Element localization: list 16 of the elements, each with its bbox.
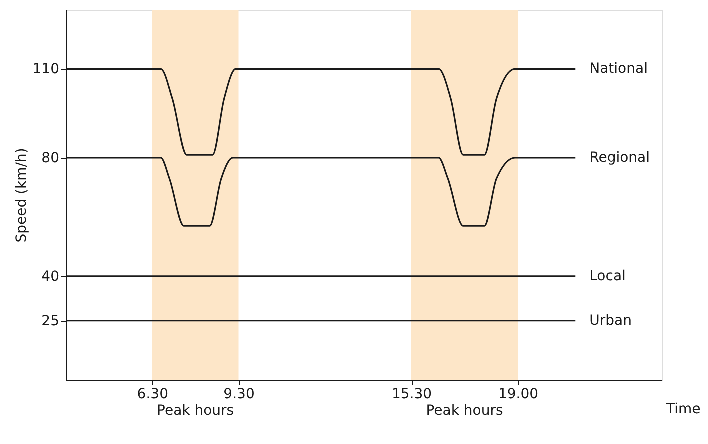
series-label: National [590,61,648,78]
band-label: Peak hours [426,403,504,419]
series-label: Regional [590,150,650,166]
x-tick-label: 6.30 [137,386,168,402]
x-tick-label: 19.00 [498,386,539,402]
y-tick-label: 40 [42,268,60,285]
x-tick-label: 15.30 [392,386,432,402]
x-tick-label: 9.30 [224,386,255,402]
series-label: Urban [590,312,632,329]
x-axis-title: Time [666,402,701,418]
y-tick-label: 25 [42,313,60,330]
y-axis-title: Speed (km/h) [14,148,30,243]
band-label: Peak hours [157,403,234,419]
y-tick-label: 110 [32,62,60,78]
y-tick-label: 80 [42,150,60,166]
series-label: Local [590,268,626,284]
